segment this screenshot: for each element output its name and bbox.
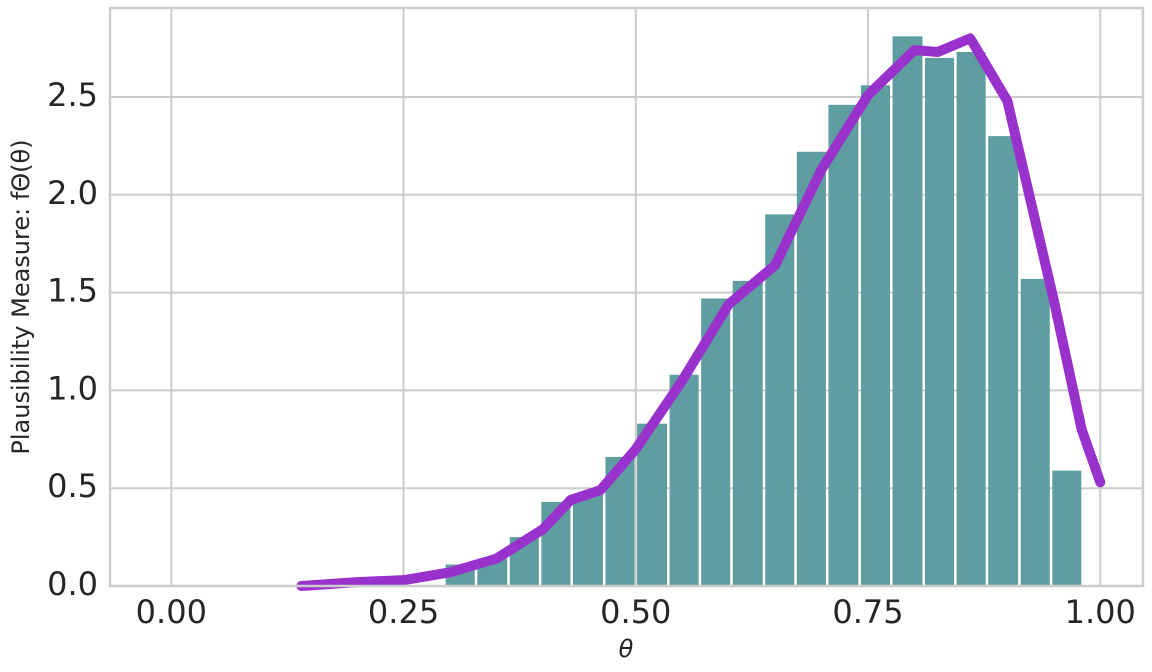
bar (572, 494, 603, 586)
x-tick-label: 0.75 (832, 593, 903, 631)
density-line (296, 33, 1106, 591)
y-tick-label: 1.5 (47, 272, 98, 310)
bar (828, 104, 859, 587)
y-tick-label: 0.0 (47, 565, 98, 603)
bar (925, 57, 955, 586)
bar (1052, 470, 1082, 586)
plot-frame (108, 6, 1145, 588)
bar (732, 280, 763, 586)
bar (956, 52, 986, 587)
bar (1020, 278, 1050, 586)
bar (892, 36, 923, 586)
bar (637, 423, 668, 586)
y-axis-label: Plausibility Measure: fΘ(θ) (7, 139, 35, 454)
bar (988, 136, 1019, 586)
y-tick-label: 1.0 (47, 369, 98, 407)
y-tick-label: 0.5 (47, 467, 98, 505)
x-tick-label: 0.25 (368, 593, 439, 631)
bar (765, 214, 795, 587)
x-tick-label: 0.50 (600, 593, 671, 631)
x-tick-label: 0.00 (136, 593, 207, 631)
x-tick-label: 1.00 (1065, 593, 1136, 631)
x-axis-label: θ (619, 635, 634, 663)
y-tick-label: 2.0 (47, 174, 98, 212)
bar (796, 151, 826, 587)
bar (669, 374, 699, 586)
bar (860, 85, 890, 586)
y-tick-label: 2.5 (47, 76, 98, 114)
